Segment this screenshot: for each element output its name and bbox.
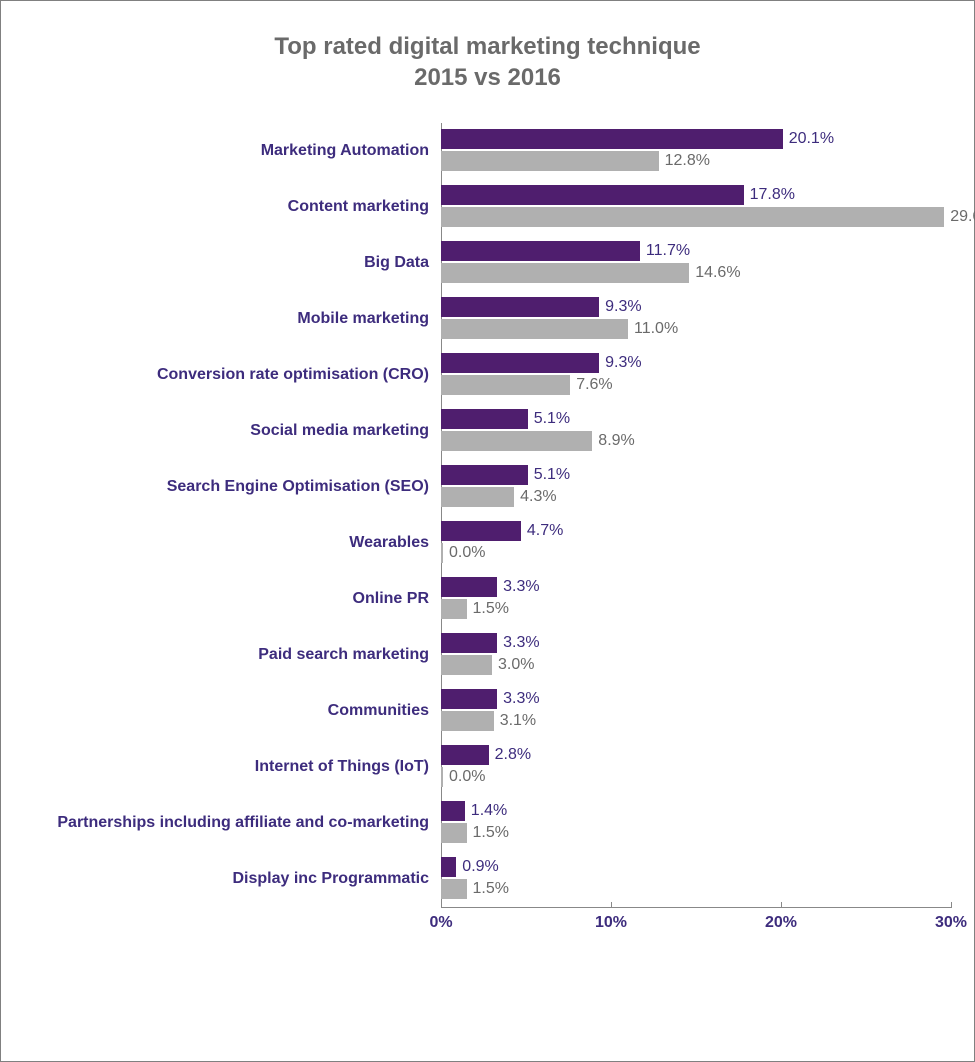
x-tick-label: 0%	[429, 914, 452, 932]
category-label: Communities	[34, 702, 429, 720]
bar-series-a: 3.3%	[441, 633, 497, 653]
bar-row: Paid search marketing3.3%3.0%	[441, 627, 951, 683]
bar-series-b: 3.1%	[441, 711, 494, 731]
bar-series-a: 9.3%	[441, 353, 599, 373]
bar-series-b: 0.0%	[441, 543, 443, 563]
x-tick-label: 10%	[595, 914, 627, 932]
value-label-a: 5.1%	[534, 410, 570, 428]
bar-row: Search Engine Optimisation (SEO)5.1%4.3%	[441, 459, 951, 515]
value-label-a: 3.3%	[503, 578, 539, 596]
value-label-a: 11.7%	[646, 242, 690, 260]
bar-series-a: 9.3%	[441, 297, 599, 317]
category-label: Search Engine Optimisation (SEO)	[34, 478, 429, 496]
bar-series-a: 3.3%	[441, 689, 497, 709]
bar-series-a: 17.8%	[441, 185, 744, 205]
value-label-a: 9.3%	[605, 354, 641, 372]
bar-row: Online PR3.3%1.5%	[441, 571, 951, 627]
value-label-a: 20.1%	[789, 130, 834, 148]
chart-title-line1: Top rated digital marketing technique	[11, 31, 964, 62]
bar-row: Mobile marketing9.3%11.0%	[441, 291, 951, 347]
bar-series-a: 2.8%	[441, 745, 489, 765]
value-label-b: 1.5%	[473, 824, 509, 842]
value-label-a: 3.3%	[503, 690, 539, 708]
category-label: Mobile marketing	[34, 310, 429, 328]
category-label: Partnerships including affiliate and co-…	[34, 814, 429, 832]
value-label-b: 12.8%	[665, 152, 710, 170]
bar-series-b: 12.8%	[441, 151, 659, 171]
value-label-b: 0.0%	[449, 768, 485, 786]
value-label-b: 14.6%	[695, 264, 740, 282]
category-label: Marketing Automation	[34, 142, 429, 160]
category-label: Wearables	[34, 534, 429, 552]
x-tick	[951, 902, 952, 908]
category-label: Content marketing	[34, 198, 429, 216]
value-label-b: 0.0%	[449, 544, 485, 562]
value-label-a: 3.3%	[503, 634, 539, 652]
bar-row: Wearables4.7%0.0%	[441, 515, 951, 571]
value-label-b: 8.9%	[598, 432, 634, 450]
category-label: Social media marketing	[34, 422, 429, 440]
x-tick-label: 30%	[935, 914, 967, 932]
bar-series-b: 1.5%	[441, 599, 467, 619]
bar-series-b: 4.3%	[441, 487, 514, 507]
value-label-b: 7.6%	[576, 376, 612, 394]
value-label-a: 5.1%	[534, 466, 570, 484]
value-label-b: 4.3%	[520, 488, 556, 506]
x-tick	[611, 902, 612, 908]
bar-series-a: 1.4%	[441, 801, 465, 821]
x-axis: 0%10%20%30%	[441, 907, 951, 937]
bar-series-b: 0.0%	[441, 767, 443, 787]
value-label-b: 3.0%	[498, 656, 534, 674]
bar-row: Big Data11.7%14.6%	[441, 235, 951, 291]
bar-series-a: 5.1%	[441, 465, 528, 485]
plot-area: Marketing Automation20.1%12.8%Content ma…	[441, 123, 951, 907]
category-label: Online PR	[34, 590, 429, 608]
value-label-b: 3.1%	[500, 712, 536, 730]
bar-row: Communities3.3%3.1%	[441, 683, 951, 739]
value-label-a: 17.8%	[750, 186, 795, 204]
category-label: Big Data	[34, 254, 429, 272]
bar-row: Internet of Things (IoT)2.8%0.0%	[441, 739, 951, 795]
value-label-a: 2.8%	[495, 746, 531, 764]
bar-series-a: 4.7%	[441, 521, 521, 541]
value-label-b: 29.6%	[950, 208, 975, 226]
x-tick	[441, 902, 442, 908]
category-label: Internet of Things (IoT)	[34, 758, 429, 776]
bar-series-b: 1.5%	[441, 879, 467, 899]
bar-row: Content marketing17.8%29.6%	[441, 179, 951, 235]
bar-series-b: 11.0%	[441, 319, 628, 339]
x-tick-label: 20%	[765, 914, 797, 932]
bar-series-a: 3.3%	[441, 577, 497, 597]
bar-series-b: 3.0%	[441, 655, 492, 675]
bar-chart: Marketing Automation20.1%12.8%Content ma…	[41, 123, 964, 937]
bar-series-b: 14.6%	[441, 263, 689, 283]
value-label-a: 0.9%	[462, 858, 498, 876]
value-label-b: 11.0%	[634, 320, 678, 338]
bar-series-a: 20.1%	[441, 129, 783, 149]
bar-series-a: 5.1%	[441, 409, 528, 429]
bar-row: Marketing Automation20.1%12.8%	[441, 123, 951, 179]
bar-series-b: 29.6%	[441, 207, 944, 227]
category-label: Conversion rate optimisation (CRO)	[34, 366, 429, 384]
bar-row: Display inc Programmatic0.9%1.5%	[441, 851, 951, 907]
bar-row: Conversion rate optimisation (CRO)9.3%7.…	[441, 347, 951, 403]
value-label-a: 4.7%	[527, 522, 563, 540]
bar-row: Social media marketing5.1%8.9%	[441, 403, 951, 459]
bar-series-a: 11.7%	[441, 241, 640, 261]
value-label-a: 1.4%	[471, 802, 507, 820]
bar-series-b: 7.6%	[441, 375, 570, 395]
value-label-b: 1.5%	[473, 600, 509, 618]
category-label: Display inc Programmatic	[34, 870, 429, 888]
chart-title-line2: 2015 vs 2016	[11, 62, 964, 93]
x-tick	[781, 902, 782, 908]
category-label: Paid search marketing	[34, 646, 429, 664]
value-label-b: 1.5%	[473, 880, 509, 898]
chart-frame: Top rated digital marketing technique 20…	[0, 0, 975, 1062]
value-label-a: 9.3%	[605, 298, 641, 316]
bar-row: Partnerships including affiliate and co-…	[441, 795, 951, 851]
bar-series-a: 0.9%	[441, 857, 456, 877]
chart-title: Top rated digital marketing technique 20…	[11, 31, 964, 93]
bar-series-b: 1.5%	[441, 823, 467, 843]
bar-series-b: 8.9%	[441, 431, 592, 451]
